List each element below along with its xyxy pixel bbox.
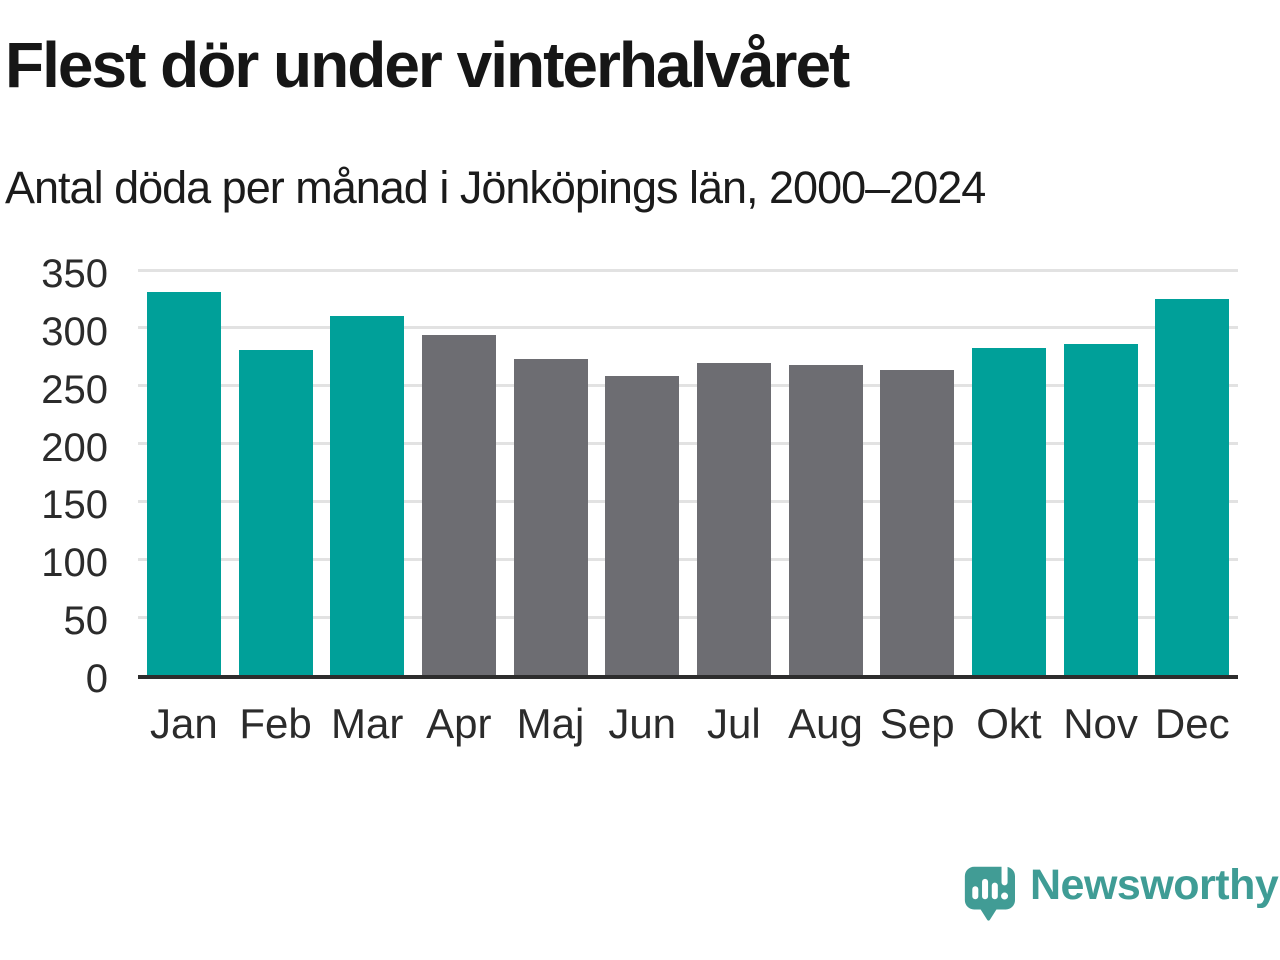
gridline-250 — [138, 384, 1238, 388]
y-tick-label-350: 350 — [41, 252, 108, 296]
newsworthy-speech-bubble-chart-icon — [963, 858, 1015, 922]
y-tick-label-200: 200 — [41, 425, 108, 470]
y-axis-labels: 0 50 100 150 200 250 300 350 — [0, 252, 109, 701]
x-tick-label-mar: Mar — [331, 700, 404, 747]
x-tick-label-aug: Aug — [788, 700, 863, 747]
y-tick-label-150: 150 — [41, 483, 108, 528]
x-tick-label-maj: Maj — [516, 700, 585, 747]
bar-slot-maj — [505, 274, 597, 675]
bar-slot-okt — [963, 274, 1055, 675]
bar-okt — [971, 347, 1046, 675]
bar-slot-mar — [321, 274, 413, 675]
bar-slot-jun — [596, 274, 688, 675]
x-tick-label-nov: Nov — [1063, 700, 1138, 747]
bar-maj — [513, 359, 588, 675]
y-tick-label-300: 300 — [41, 309, 108, 354]
bar-slot-aug — [780, 274, 872, 675]
bar-apr — [421, 334, 496, 675]
bars-row — [138, 274, 1238, 675]
x-tick-label-sep: Sep — [879, 700, 955, 747]
gridline-150 — [138, 499, 1238, 503]
bar-nov — [1063, 344, 1138, 675]
gridline-100 — [138, 557, 1238, 561]
y-tick-label-100: 100 — [41, 541, 108, 586]
bar-jun — [605, 376, 680, 675]
x-tick-label-jan: Jan — [149, 700, 218, 747]
bar-slot-nov — [1055, 274, 1147, 675]
gridline-200 — [138, 442, 1238, 446]
bar-dec — [1155, 298, 1230, 675]
x-tick-label-apr: Apr — [426, 700, 492, 747]
x-tick-label-dec: Dec — [1154, 700, 1230, 747]
x-tick-label-jul: Jul — [707, 700, 761, 747]
gridline-50 — [138, 615, 1238, 619]
x-tick-label-okt: Okt — [976, 700, 1042, 747]
x-tick-label-jun: Jun — [608, 700, 677, 747]
chart-title: Flest dör under vinterhalvåret — [5, 29, 850, 101]
bar-aug — [788, 364, 863, 675]
x-axis-labels: Jan Feb Mar Apr Maj Jun Jul Aug Sep Okt Nov Dec — [138, 703, 1238, 745]
bar-feb — [238, 349, 313, 675]
gridline-350 — [138, 268, 1238, 272]
bar-slot-dec — [1146, 274, 1238, 675]
bar-slot-apr — [413, 274, 505, 675]
bar-jul — [696, 362, 771, 675]
bar-slot-jan — [138, 274, 230, 675]
bar-slot-sep — [871, 274, 963, 675]
bar-slot-jul — [688, 274, 780, 675]
y-tick-label-0: 0 — [85, 657, 108, 701]
x-tick-label-feb: Feb — [239, 700, 312, 747]
bar-jan — [146, 292, 221, 675]
plot-area — [138, 268, 1238, 679]
bar-mar — [330, 316, 405, 675]
chart-subtitle: Antal döda per månad i Jönköpings län, 2… — [5, 162, 986, 213]
newsworthy-logo: Newsworthy — [963, 858, 1279, 922]
bar-sep — [880, 369, 955, 675]
y-tick-label-50: 50 — [63, 599, 109, 644]
gridline-300 — [138, 326, 1238, 330]
bar-slot-feb — [230, 274, 322, 675]
y-tick-label-250: 250 — [41, 367, 108, 412]
brand-wordmark: Newsworthy — [1030, 860, 1279, 909]
